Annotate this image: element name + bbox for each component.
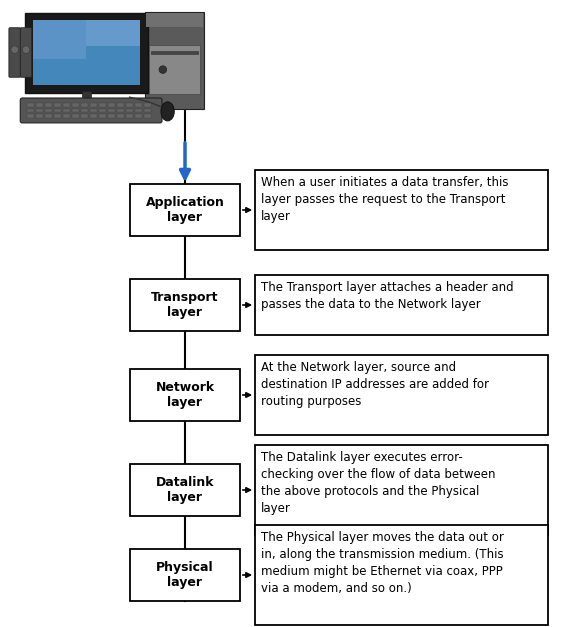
- Text: The Physical layer moves the data out or
in, along the transmission medium. (Thi: The Physical layer moves the data out or…: [261, 531, 504, 595]
- FancyBboxPatch shape: [99, 103, 106, 107]
- FancyBboxPatch shape: [81, 108, 88, 112]
- FancyBboxPatch shape: [81, 114, 88, 118]
- FancyBboxPatch shape: [135, 103, 142, 107]
- Text: Physical
layer: Physical layer: [156, 561, 214, 589]
- FancyBboxPatch shape: [36, 108, 43, 112]
- FancyBboxPatch shape: [63, 103, 70, 107]
- FancyBboxPatch shape: [117, 103, 124, 107]
- FancyBboxPatch shape: [33, 20, 140, 85]
- FancyBboxPatch shape: [99, 114, 106, 118]
- FancyBboxPatch shape: [255, 525, 548, 625]
- FancyBboxPatch shape: [255, 275, 548, 335]
- FancyBboxPatch shape: [27, 108, 34, 112]
- FancyBboxPatch shape: [63, 114, 70, 118]
- FancyBboxPatch shape: [27, 114, 34, 118]
- Circle shape: [159, 66, 166, 73]
- FancyBboxPatch shape: [126, 114, 133, 118]
- FancyBboxPatch shape: [255, 445, 548, 535]
- FancyBboxPatch shape: [146, 13, 203, 27]
- FancyBboxPatch shape: [117, 108, 124, 112]
- FancyBboxPatch shape: [62, 102, 110, 108]
- FancyBboxPatch shape: [45, 108, 52, 112]
- FancyBboxPatch shape: [145, 12, 204, 108]
- FancyBboxPatch shape: [45, 103, 52, 107]
- FancyBboxPatch shape: [135, 108, 142, 112]
- FancyBboxPatch shape: [99, 108, 106, 112]
- Text: When a user initiates a data transfer, this
layer passes the request to the Tran: When a user initiates a data transfer, t…: [261, 176, 508, 223]
- Text: Application
layer: Application layer: [145, 196, 224, 224]
- Text: Network
layer: Network layer: [156, 381, 215, 409]
- FancyBboxPatch shape: [33, 20, 86, 59]
- FancyBboxPatch shape: [135, 114, 142, 118]
- FancyBboxPatch shape: [90, 114, 97, 118]
- FancyBboxPatch shape: [36, 114, 43, 118]
- FancyBboxPatch shape: [126, 108, 133, 112]
- FancyBboxPatch shape: [151, 51, 198, 55]
- FancyBboxPatch shape: [130, 369, 240, 421]
- FancyBboxPatch shape: [117, 114, 124, 118]
- FancyBboxPatch shape: [72, 114, 79, 118]
- FancyBboxPatch shape: [27, 103, 34, 107]
- FancyBboxPatch shape: [63, 108, 70, 112]
- FancyBboxPatch shape: [255, 170, 548, 250]
- FancyBboxPatch shape: [20, 28, 32, 77]
- Text: Datalink
layer: Datalink layer: [156, 476, 214, 504]
- FancyBboxPatch shape: [86, 20, 140, 46]
- Text: The Transport layer attaches a header and
passes the data to the Network layer: The Transport layer attaches a header an…: [261, 281, 513, 311]
- FancyBboxPatch shape: [81, 103, 88, 107]
- FancyBboxPatch shape: [9, 28, 20, 77]
- FancyBboxPatch shape: [144, 108, 151, 112]
- FancyBboxPatch shape: [54, 103, 61, 107]
- FancyBboxPatch shape: [149, 45, 200, 94]
- Text: At the Network layer, source and
destination IP addresses are added for
routing : At the Network layer, source and destina…: [261, 361, 489, 408]
- FancyBboxPatch shape: [36, 103, 43, 107]
- Circle shape: [22, 46, 30, 53]
- FancyBboxPatch shape: [130, 549, 240, 601]
- FancyBboxPatch shape: [25, 13, 148, 93]
- FancyBboxPatch shape: [108, 114, 115, 118]
- FancyBboxPatch shape: [144, 114, 151, 118]
- Circle shape: [11, 46, 18, 53]
- Text: Transport
layer: Transport layer: [151, 291, 219, 319]
- FancyBboxPatch shape: [72, 103, 79, 107]
- FancyBboxPatch shape: [45, 114, 52, 118]
- FancyBboxPatch shape: [54, 108, 61, 112]
- FancyBboxPatch shape: [90, 108, 97, 112]
- FancyBboxPatch shape: [130, 464, 240, 516]
- FancyBboxPatch shape: [72, 108, 79, 112]
- FancyBboxPatch shape: [20, 98, 162, 123]
- FancyBboxPatch shape: [126, 103, 133, 107]
- FancyBboxPatch shape: [90, 103, 97, 107]
- FancyBboxPatch shape: [82, 90, 91, 102]
- Text: The Datalink layer executes error-
checking over the flow of data between
the ab: The Datalink layer executes error- check…: [261, 451, 495, 515]
- Ellipse shape: [161, 102, 174, 121]
- FancyBboxPatch shape: [54, 114, 61, 118]
- FancyBboxPatch shape: [144, 103, 151, 107]
- FancyBboxPatch shape: [255, 355, 548, 435]
- FancyBboxPatch shape: [130, 184, 240, 236]
- FancyBboxPatch shape: [108, 103, 115, 107]
- FancyBboxPatch shape: [130, 279, 240, 331]
- FancyBboxPatch shape: [108, 108, 115, 112]
